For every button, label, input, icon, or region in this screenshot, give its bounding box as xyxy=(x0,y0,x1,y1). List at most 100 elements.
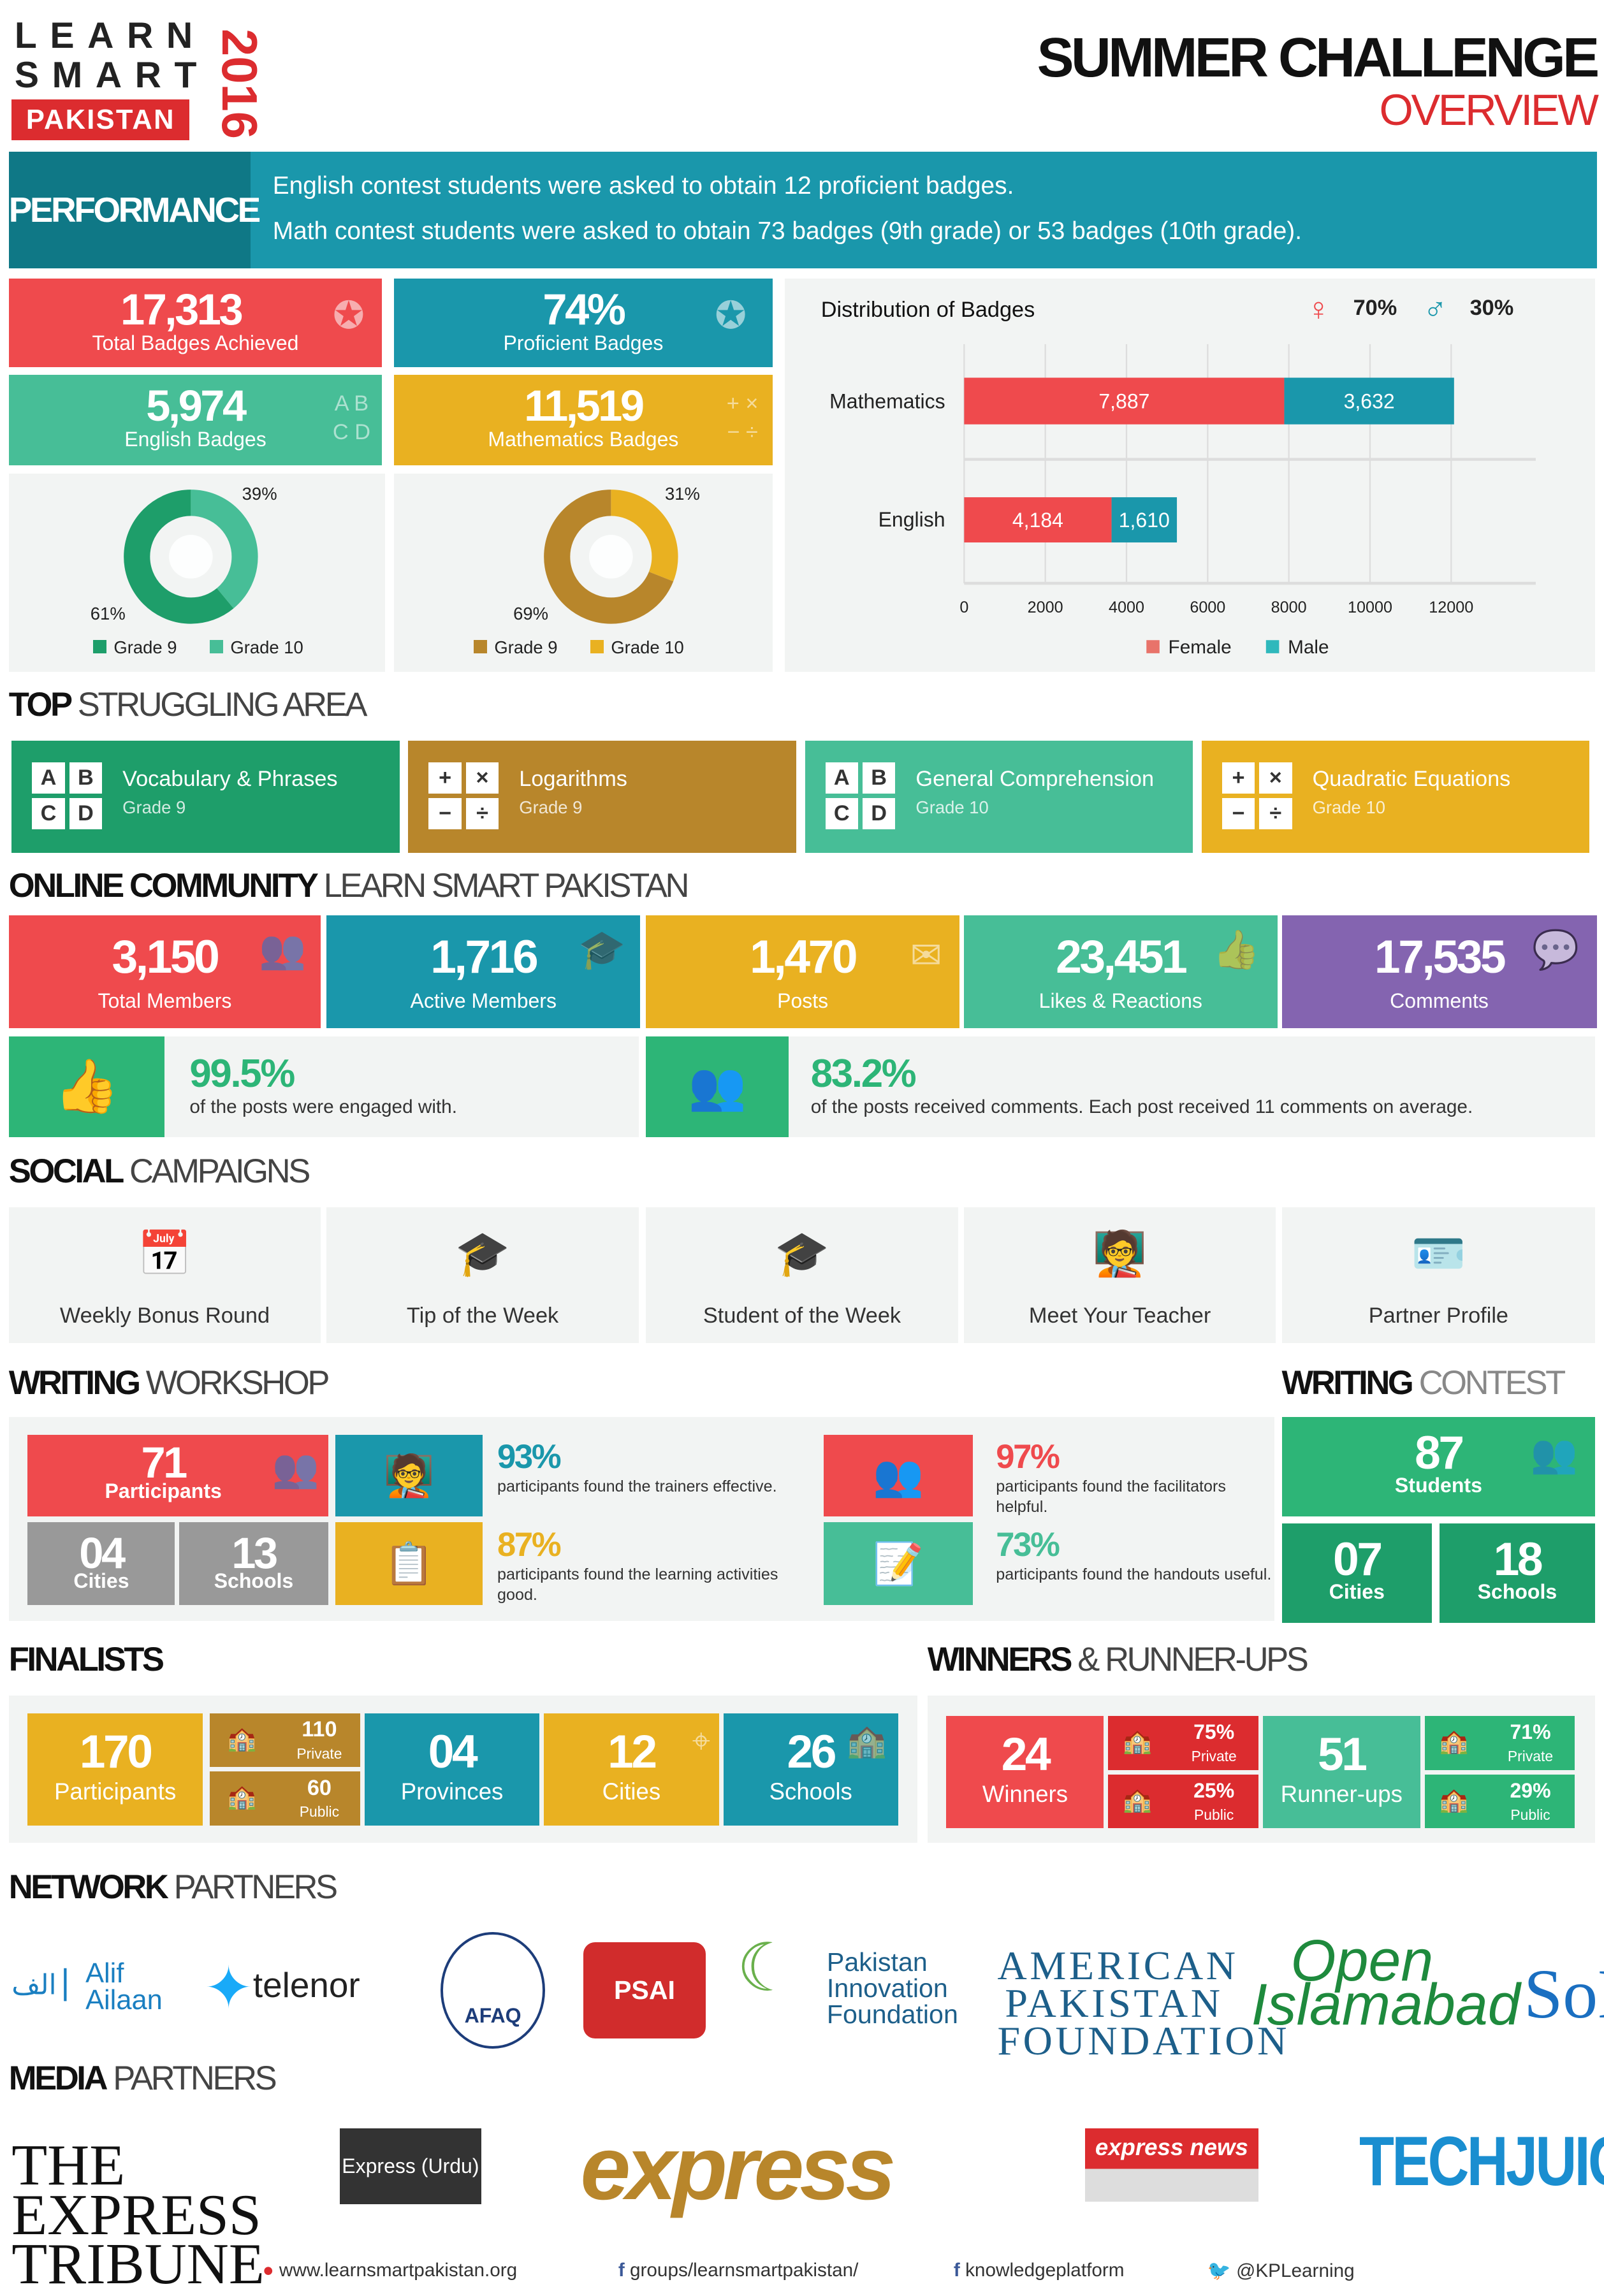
footer-twitter[interactable]: 🐦 @KPLearning xyxy=(1207,2260,1355,2282)
stat-label: Comments xyxy=(1390,989,1489,1013)
donut-label-grade9: 69% xyxy=(513,603,549,623)
finalists-cities: 12 Cities ⌖ xyxy=(544,1713,719,1826)
stat-value: 26 xyxy=(787,1725,836,1778)
section-online-community: ONLINE COMMUNITY LEARN SMART PAKISTAN xyxy=(8,866,690,905)
bar-data-label: 7,887 xyxy=(1098,389,1149,412)
stat-value: 5,974 xyxy=(146,381,247,430)
stat-label: Cities xyxy=(73,1569,129,1593)
performance-line-1: English contest students were asked to o… xyxy=(272,171,1014,200)
logo-text: PSAI xyxy=(613,1975,675,2005)
runners-up-count: 51 Runner-ups xyxy=(1262,1716,1420,1829)
logo-text: Alif Ailaan xyxy=(85,1958,163,2016)
heading-bold: TOP xyxy=(8,686,73,724)
card-grade: Grade 10 xyxy=(1312,797,1385,818)
section-winners: WINNERS & RUNNER-UPS xyxy=(928,1640,1309,1679)
footer-text: www.learnsmartpakistan.org xyxy=(279,2260,518,2281)
school-icon: 🏫 xyxy=(1439,1728,1469,1755)
stat-value: 87 xyxy=(1415,1426,1464,1479)
logo-text-learn: LEARN xyxy=(14,15,206,56)
campaign-partner-profile: 🪪 Partner Profile xyxy=(1281,1207,1596,1343)
logo-text: AFAQ xyxy=(464,2004,521,2028)
finalists-participants: 170 Participants xyxy=(27,1713,203,1826)
logo-text: Open Islamabad xyxy=(1251,1928,1520,2037)
feedback-text: participants found the trainers effectiv… xyxy=(497,1478,777,1496)
contest-students: 87 Students 👥 xyxy=(1281,1417,1596,1516)
footer-text: @KPLearning xyxy=(1236,2260,1355,2282)
stat-label: Runner-ups xyxy=(1280,1781,1403,1808)
heading-light: LEARN SMART PAKISTAN xyxy=(323,866,690,905)
section-finalists: FINALISTS xyxy=(9,1640,164,1679)
people-icon: 👥 xyxy=(272,1447,319,1490)
school-icon: 🏫 xyxy=(847,1722,887,1759)
footer-website[interactable]: ● www.learnsmartpakistan.org xyxy=(263,2260,518,2281)
school-icon: 🏫 xyxy=(1439,1786,1469,1813)
campaign-label: Partner Profile xyxy=(1368,1303,1509,1328)
teacher-icon: 🧑‍🏫 xyxy=(1092,1228,1148,1278)
community-active-members: 1,716 Active Members 🎓 xyxy=(326,915,641,1028)
campaign-label: Tip of the Week xyxy=(406,1303,559,1328)
distribution-panel: Distribution of Badges ♀ 70% ♂ 30% 0 2000… xyxy=(784,278,1596,672)
legend-grade9: Grade 9 xyxy=(474,637,558,658)
stat-value: 04 xyxy=(428,1725,478,1778)
pif-mark: ☾ xyxy=(736,1931,797,2006)
legend-swatch-female xyxy=(1146,640,1160,653)
stat-label: Schools xyxy=(214,1569,294,1593)
heading-light: PARTNERS xyxy=(173,1868,339,1907)
logo-text: Pakistan Innovation Foundation xyxy=(826,1947,958,2030)
legend-swatch-male xyxy=(1265,640,1279,653)
card-title: Vocabulary & Phrases xyxy=(122,767,338,792)
finalists-provinces: 04 Provinces xyxy=(364,1713,540,1826)
stat-total-badges: 17,313 Total Badges Achieved ✪ xyxy=(8,278,383,368)
female-pct: 70% xyxy=(1353,296,1397,321)
logo-express-news: express news xyxy=(1084,2128,1258,2202)
footer-text: groups/learnsmartpakistan/ xyxy=(629,2260,859,2281)
campaign-weekly-bonus: 📅 Weekly Bonus Round xyxy=(8,1207,321,1343)
campaign-label: Weekly Bonus Round xyxy=(59,1303,270,1328)
badge-icon: ✪ xyxy=(715,293,747,337)
stat-label: Active Members xyxy=(410,989,557,1013)
legend-label: Grade 9 xyxy=(494,637,558,657)
campaign-label: Meet Your Teacher xyxy=(1028,1303,1211,1328)
logo-alif-ailaan: الف ▏Alif Ailaan xyxy=(11,1958,166,2016)
performance-label: PERFORMANCE xyxy=(8,151,261,268)
legend-label: Grade 10 xyxy=(230,637,303,657)
footer-facebook-group[interactable]: f groups/learnsmartpakistan/ xyxy=(618,2260,859,2281)
x-tick-label: 12000 xyxy=(1429,599,1473,616)
logo-text-pakistan: PAKISTAN xyxy=(11,99,190,140)
stat-value: 75% xyxy=(1193,1720,1235,1743)
stat-value: 13 xyxy=(231,1529,278,1578)
map-pin-icon: ⌖ xyxy=(692,1722,710,1759)
handout-icon: 📝 xyxy=(824,1522,973,1606)
feedback-pct: 97% xyxy=(996,1438,1060,1476)
envelope-icon: ✉ xyxy=(910,933,942,977)
stat-value: 74% xyxy=(543,285,625,334)
card-title: General Comprehension xyxy=(915,767,1155,792)
heading-bold: ONLINE COMMUNITY xyxy=(8,866,319,905)
stat-math-badges: 11,519 Mathematics Badges + × − ÷ xyxy=(393,374,773,465)
stat-value: 1,716 xyxy=(430,931,538,984)
stat-label: Total Badges Achieved xyxy=(92,331,299,355)
stat-label: Public xyxy=(1194,1806,1234,1823)
campaign-tip-of-week: 🎓 Tip of the Week xyxy=(326,1207,639,1343)
y-category-label: Mathematics xyxy=(829,389,945,412)
legend-label: Grade 9 xyxy=(113,637,177,657)
winners-public: 🏫 25% Public xyxy=(1108,1774,1258,1829)
x-tick-label: 0 xyxy=(959,599,968,616)
workshop-schools: 13 Schools xyxy=(179,1522,328,1606)
card-title: Logarithms xyxy=(519,767,627,792)
engaged-text: of the posts were engaged with. xyxy=(189,1096,457,1118)
card-grade: Grade 9 xyxy=(122,797,186,818)
footer-text: knowledgeplatform xyxy=(965,2260,1125,2281)
bar-data-label: 4,184 xyxy=(1012,509,1063,532)
stat-label: Public xyxy=(299,1803,340,1820)
stat-value: 1,470 xyxy=(750,931,857,984)
campaign-meet-teacher: 🧑‍🏫 Meet Your Teacher xyxy=(963,1207,1276,1343)
card-title: Quadratic Equations xyxy=(1312,767,1511,792)
comments-stat: 83.2% of the posts received comments. Ea… xyxy=(789,1036,1596,1138)
logo-text: THE EXPRESS TRIBUNE xyxy=(11,2132,265,2296)
feedback-text: participants found the handouts useful. xyxy=(996,1565,1272,1583)
stat-value: 18 xyxy=(1493,1532,1543,1585)
struggling-card-quadratic: + × − ÷ Quadratic Equations Grade 10 xyxy=(1201,740,1590,854)
footer-facebook-page[interactable]: f knowledgeplatform xyxy=(954,2260,1125,2281)
